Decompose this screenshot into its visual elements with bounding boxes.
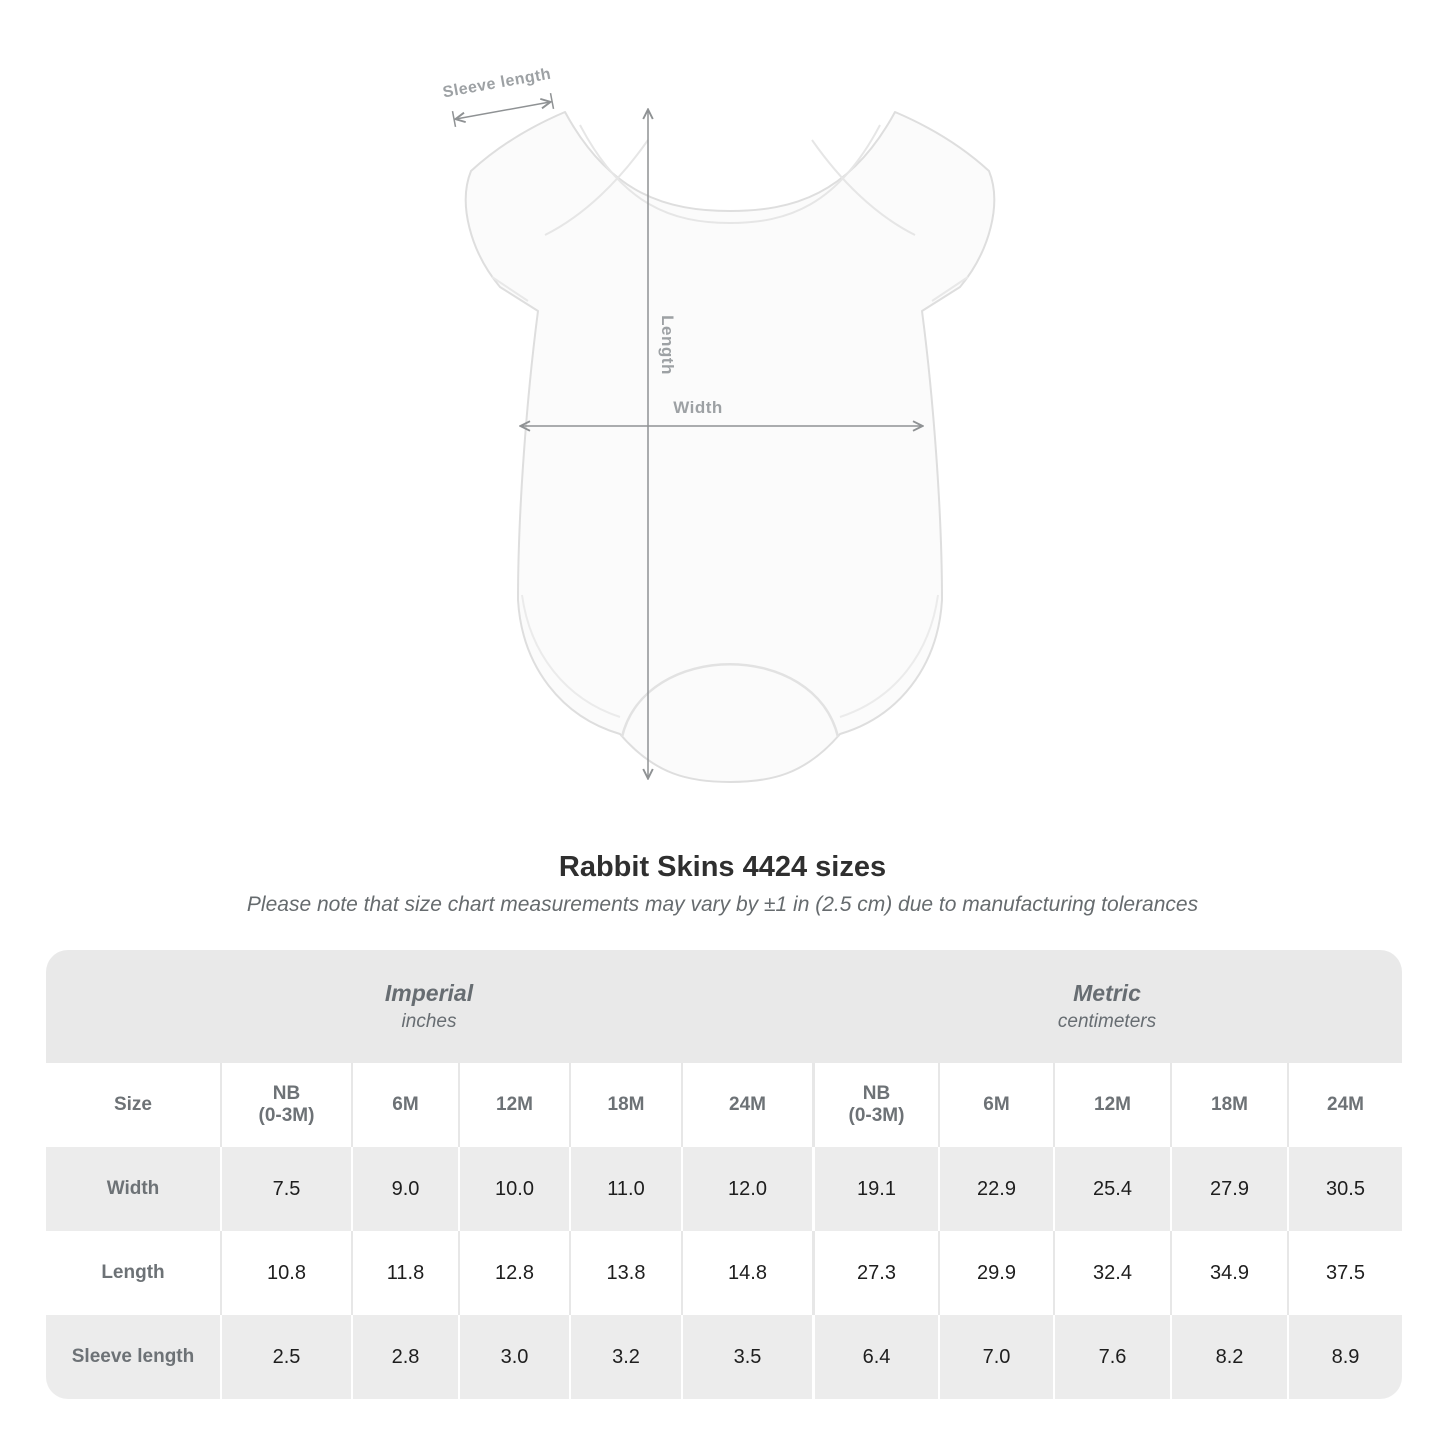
cell-width-imperial-24m: 12.0 <box>681 1147 812 1231</box>
col-header-metric-18m: 18M <box>1170 1063 1287 1147</box>
cell-sleeve-imperial-6m: 2.8 <box>351 1315 458 1399</box>
page-title: Rabbit Skins 4424 sizes <box>558 851 887 883</box>
col-header-imperial-6m: 6M <box>351 1063 458 1147</box>
row-label-sleeve-length: Sleeve length <box>46 1315 220 1399</box>
cell-length-metric-nb: 27.3 <box>812 1231 938 1315</box>
cell-length-metric-24m: 37.5 <box>1287 1231 1402 1315</box>
cell-width-metric-nb: 19.1 <box>812 1147 938 1231</box>
col-header-metric-24m: 24M <box>1287 1063 1402 1147</box>
metric-group-unit: centimeters <box>1057 1011 1157 1032</box>
length-label: Length <box>658 315 677 375</box>
cell-sleeve-imperial-12m: 3.0 <box>458 1315 569 1399</box>
cell-sleeve-metric-6m: 7.0 <box>938 1315 1053 1399</box>
cell-length-imperial-nb: 10.8 <box>220 1231 351 1315</box>
cell-length-imperial-6m: 11.8 <box>351 1231 458 1315</box>
imperial-group-title: Imperial <box>384 980 474 1006</box>
cell-sleeve-imperial-nb: 2.5 <box>220 1315 351 1399</box>
sleeve-arrow-right-tick <box>549 92 555 110</box>
metric-group-header: Metric centimeters <box>812 950 1402 1063</box>
table-row-width: Width 7.5 9.0 10.0 11.0 12.0 19.1 22.9 2… <box>46 1147 1402 1231</box>
onesie-body-shape <box>464 111 996 783</box>
measurement-lines <box>451 92 923 778</box>
cell-width-metric-12m: 25.4 <box>1053 1147 1170 1231</box>
product-measurement-diagram: Sleeve length Length Width <box>430 55 1010 800</box>
row-label-width: Width <box>46 1147 220 1231</box>
cell-width-metric-18m: 27.9 <box>1170 1147 1287 1231</box>
cell-sleeve-metric-12m: 7.6 <box>1053 1315 1170 1399</box>
col-header-metric-12m: 12M <box>1053 1063 1170 1147</box>
size-column-header: Size <box>46 1063 220 1147</box>
cell-width-imperial-12m: 10.0 <box>458 1147 569 1231</box>
cell-sleeve-metric-24m: 8.9 <box>1287 1315 1402 1399</box>
row-label-length: Length <box>46 1231 220 1315</box>
cell-length-metric-12m: 32.4 <box>1053 1231 1170 1315</box>
cell-width-metric-24m: 30.5 <box>1287 1147 1402 1231</box>
table-row-sleeve-length: Sleeve length 2.5 2.8 3.0 3.2 3.5 6.4 7.… <box>46 1315 1402 1399</box>
onesie-illustration <box>451 92 996 783</box>
table-row-length: Length 10.8 11.8 12.8 13.8 14.8 27.3 29.… <box>46 1231 1402 1315</box>
col-header-imperial-24m: 24M <box>681 1063 812 1147</box>
size-chart-table: Imperial inches Metric centimeters Size … <box>46 950 1402 1399</box>
sleeve-length-arrow <box>456 102 550 119</box>
metric-group-title: Metric <box>1073 980 1141 1006</box>
imperial-group-header: Imperial inches <box>46 950 812 1063</box>
cell-length-metric-18m: 34.9 <box>1170 1231 1287 1315</box>
cell-width-imperial-18m: 11.0 <box>569 1147 681 1231</box>
tolerance-note: Please note that size chart measurements… <box>246 893 1199 916</box>
cell-length-metric-6m: 29.9 <box>938 1231 1053 1315</box>
cell-width-imperial-6m: 9.0 <box>351 1147 458 1231</box>
col-header-imperial-12m: 12M <box>458 1063 569 1147</box>
cell-length-imperial-12m: 12.8 <box>458 1231 569 1315</box>
cell-sleeve-metric-nb: 6.4 <box>812 1315 938 1399</box>
width-label: Width <box>673 398 723 417</box>
cell-sleeve-imperial-18m: 3.2 <box>569 1315 681 1399</box>
cell-width-imperial-nb: 7.5 <box>220 1147 351 1231</box>
imperial-group-unit: inches <box>401 1011 457 1032</box>
cell-sleeve-metric-18m: 8.2 <box>1170 1315 1287 1399</box>
col-header-metric-6m: 6M <box>938 1063 1053 1147</box>
sleeve-arrow-left-tick <box>451 110 457 128</box>
cell-length-imperial-18m: 13.8 <box>569 1231 681 1315</box>
unit-group-row: Imperial inches Metric centimeters <box>46 950 1402 1063</box>
col-header-imperial-nb: NB (0-3M) <box>220 1063 351 1147</box>
col-header-imperial-18m: 18M <box>569 1063 681 1147</box>
size-header-row: Size NB (0-3M) 6M 12M 18M 24M NB (0-3M) … <box>46 1063 1402 1147</box>
col-header-metric-nb: NB (0-3M) <box>812 1063 938 1147</box>
cell-length-imperial-24m: 14.8 <box>681 1231 812 1315</box>
cell-width-metric-6m: 22.9 <box>938 1147 1053 1231</box>
cell-sleeve-imperial-24m: 3.5 <box>681 1315 812 1399</box>
